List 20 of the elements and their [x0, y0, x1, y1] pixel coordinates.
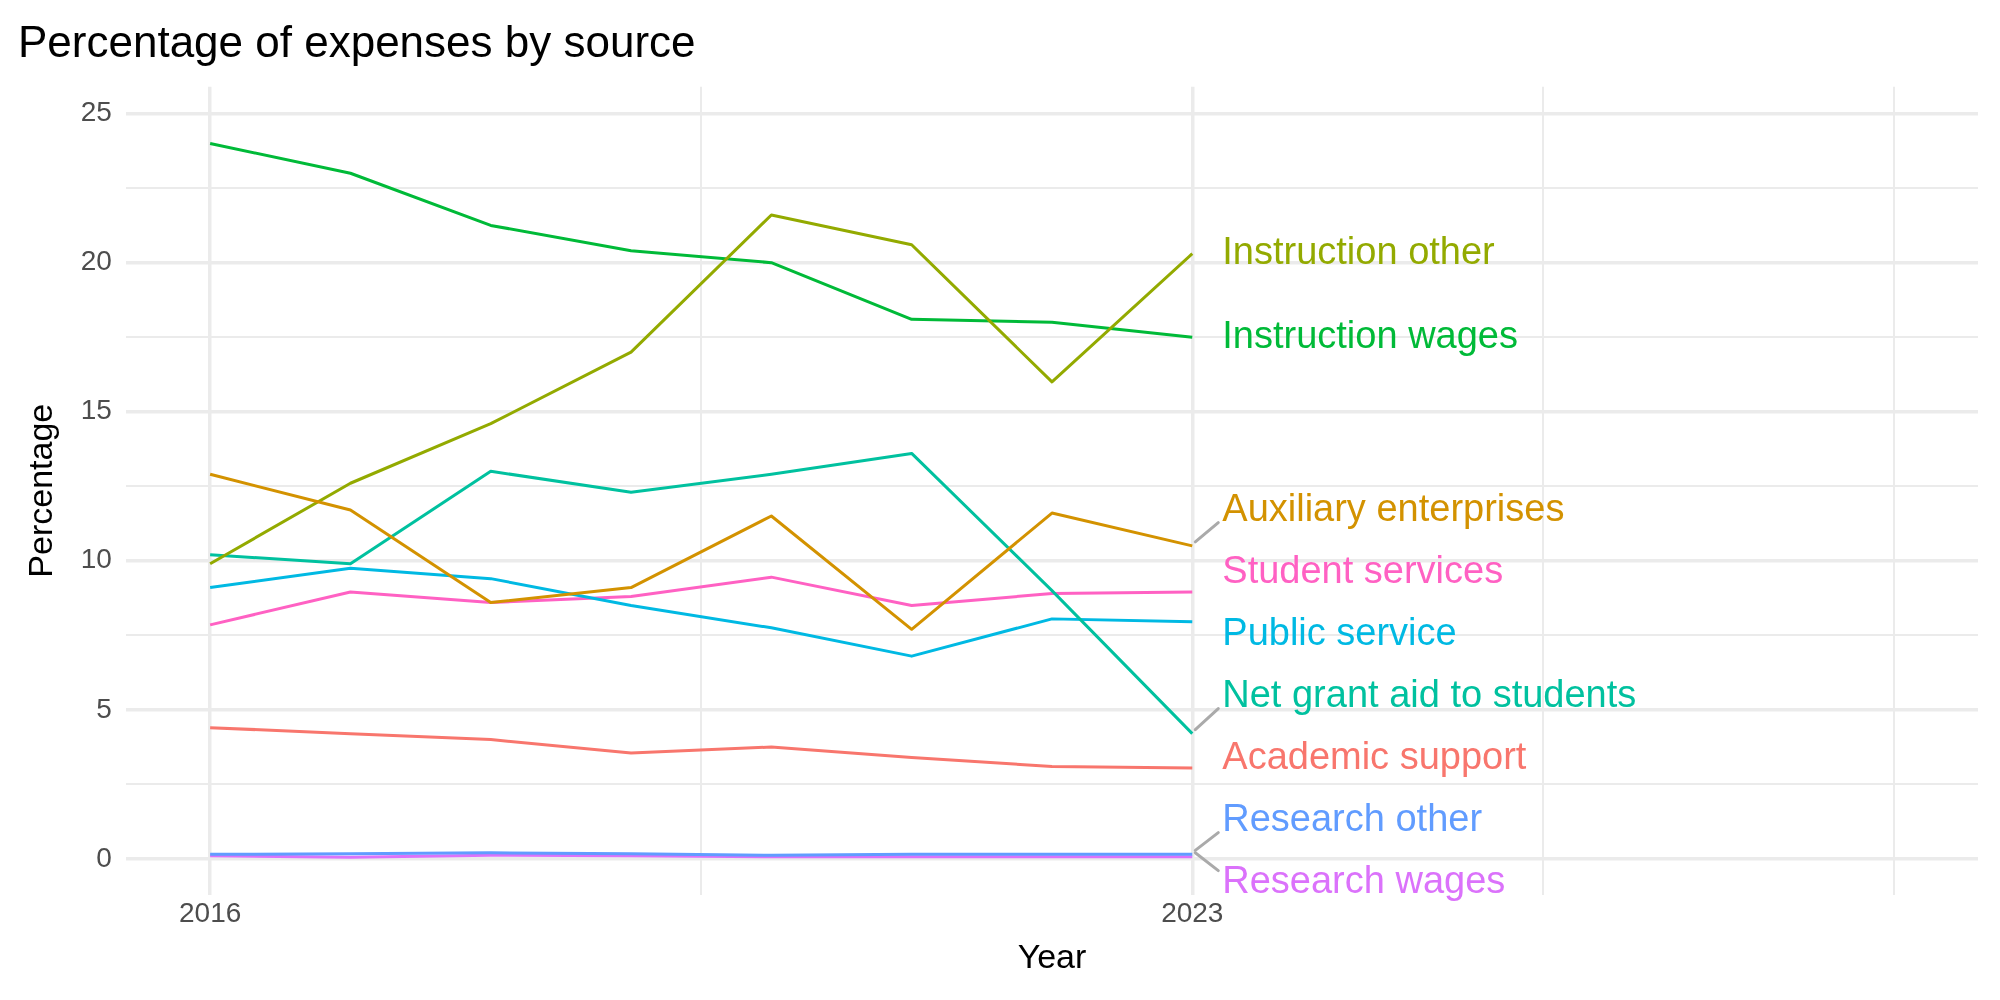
x-axis-title: Year: [1017, 936, 1087, 975]
series-label: Instruction other: [1222, 230, 1496, 273]
series-label: Academic support: [1222, 735, 1527, 778]
y-axis-title: Percentage: [20, 403, 59, 578]
x-tick-label: 2016: [178, 897, 242, 929]
y-tick-label: 5: [96, 692, 112, 724]
series-label: Student services: [1222, 549, 1504, 592]
x-tick-label: 2023: [1161, 897, 1224, 929]
chart-title: Percentage of expenses by source: [18, 16, 696, 66]
y-tick-label: 20: [80, 245, 112, 277]
series-label: Auxiliary enterprises: [1222, 487, 1565, 530]
series-label: Research wages: [1222, 859, 1506, 902]
y-tick-label: 10: [80, 543, 112, 575]
series-label: Instruction wages: [1222, 313, 1518, 356]
series-label: Net grant aid to students: [1222, 673, 1637, 716]
y-tick-label: 15: [80, 394, 112, 426]
y-tick-label: 25: [80, 96, 112, 128]
series-label: Research other: [1222, 797, 1483, 840]
y-tick-label: 0: [96, 841, 112, 873]
series-label: Public service: [1222, 611, 1457, 654]
